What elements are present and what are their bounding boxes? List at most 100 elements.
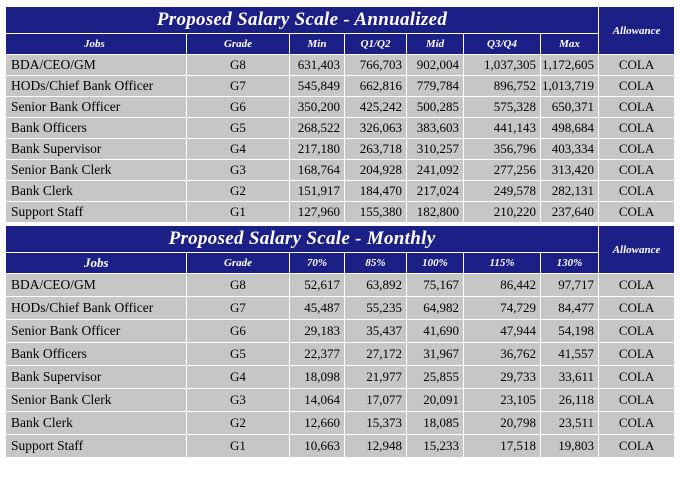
table-row: Bank Supervisor G4 18,098 21,977 25,855 29,73… xyxy=(5,365,676,389)
value-cell: 237,640 xyxy=(539,201,600,223)
grade-cell: G6 xyxy=(186,96,290,118)
col-header-grade: Grade xyxy=(186,252,290,274)
col-header-q3q4: Q3/Q4 xyxy=(463,33,541,55)
grade-cell: G1 xyxy=(186,201,290,223)
allowance-cell: COLA xyxy=(598,434,676,458)
table-row: Bank Clerk G2 151,917 184,470 217,024 249,578… xyxy=(5,180,676,202)
allowance-cell: COLA xyxy=(598,388,676,412)
value-cell: 383,603 xyxy=(406,117,464,139)
value-cell: 15,233 xyxy=(406,434,464,458)
col-header-85: 85% xyxy=(344,252,407,274)
value-cell: 210,220 xyxy=(463,201,541,223)
value-cell: 41,557 xyxy=(539,342,600,366)
value-cell: 268,522 xyxy=(289,117,345,139)
value-cell: 650,371 xyxy=(539,96,600,118)
value-cell: 22,377 xyxy=(289,342,345,366)
grade-cell: G2 xyxy=(186,411,290,435)
value-cell: 282,131 xyxy=(539,180,600,202)
value-cell: 182,800 xyxy=(406,201,464,223)
allowance-cell: COLA xyxy=(598,319,676,343)
value-cell: 425,242 xyxy=(344,96,407,118)
value-cell: 25,855 xyxy=(406,365,464,389)
value-cell: 21,977 xyxy=(344,365,407,389)
table-row: HODs/Chief Bank Officer G7 45,487 55,235 64,… xyxy=(5,296,676,320)
value-cell: 500,285 xyxy=(406,96,464,118)
grade-cell: G1 xyxy=(186,434,290,458)
table-row: BDA/CEO/GM G8 631,403 766,703 902,004 1,037,3… xyxy=(5,54,676,76)
table-row: Senior Bank Clerk G3 168,764 204,928 241,092… xyxy=(5,159,676,181)
col-header-q1q2: Q1/Q2 xyxy=(344,33,407,55)
annual-section: Proposed Salary Scale - Annualized Allow… xyxy=(4,6,676,223)
grade-cell: G5 xyxy=(186,117,290,139)
table-row: Support Staff G1 127,960 155,380 182,800 210,… xyxy=(5,201,676,223)
col-header-max: Max xyxy=(539,33,600,55)
value-cell: 47,944 xyxy=(463,319,541,343)
job-cell: Bank Officers xyxy=(5,342,187,366)
value-cell: 204,928 xyxy=(344,159,407,181)
value-cell: 86,442 xyxy=(463,273,541,297)
job-cell: BDA/CEO/GM xyxy=(5,54,187,76)
table-row: BDA/CEO/GM G8 52,617 63,892 75,167 86,442 97,7… xyxy=(5,273,676,297)
value-cell: 64,982 xyxy=(406,296,464,320)
allowance-cell: COLA xyxy=(598,342,676,366)
value-cell: 313,420 xyxy=(539,159,600,181)
value-cell: 184,470 xyxy=(344,180,407,202)
value-cell: 26,118 xyxy=(539,388,600,412)
value-cell: 896,752 xyxy=(463,75,541,97)
value-cell: 75,167 xyxy=(406,273,464,297)
col-header-jobs: Jobs xyxy=(5,33,187,55)
grade-cell: G4 xyxy=(186,138,290,160)
value-cell: 277,256 xyxy=(463,159,541,181)
value-cell: 54,198 xyxy=(539,319,600,343)
value-cell: 45,487 xyxy=(289,296,345,320)
value-cell: 356,796 xyxy=(463,138,541,160)
allowance-cell: COLA xyxy=(598,159,676,181)
grade-cell: G7 xyxy=(186,296,290,320)
job-cell: Bank Supervisor xyxy=(5,138,187,160)
value-cell: 350,200 xyxy=(289,96,345,118)
value-cell: 23,105 xyxy=(463,388,541,412)
value-cell: 545,849 xyxy=(289,75,345,97)
value-cell: 441,143 xyxy=(463,117,541,139)
allowance-cell: COLA xyxy=(598,75,676,97)
value-cell: 766,703 xyxy=(344,54,407,76)
allowance-cell: COLA xyxy=(598,54,676,76)
col-header-130: 130% xyxy=(539,252,600,274)
grade-cell: G4 xyxy=(186,365,290,389)
value-cell: 29,183 xyxy=(289,319,345,343)
allowance-cell: COLA xyxy=(598,201,676,223)
value-cell: 498,684 xyxy=(539,117,600,139)
allowance-cell: COLA xyxy=(598,365,676,389)
col-header-grade: Grade xyxy=(186,33,290,55)
value-cell: 12,660 xyxy=(289,411,345,435)
job-cell: BDA/CEO/GM xyxy=(5,273,187,297)
value-cell: 310,257 xyxy=(406,138,464,160)
grade-cell: G8 xyxy=(186,273,290,297)
value-cell: 18,085 xyxy=(406,411,464,435)
allowance-cell: COLA xyxy=(598,96,676,118)
value-cell: 403,334 xyxy=(539,138,600,160)
col-header-100: 100% xyxy=(406,252,464,274)
value-cell: 17,077 xyxy=(344,388,407,412)
value-cell: 10,663 xyxy=(289,434,345,458)
col-header-70: 70% xyxy=(289,252,345,274)
value-cell: 52,617 xyxy=(289,273,345,297)
table-row: Support Staff G1 10,663 12,948 15,233 17,518 1… xyxy=(5,434,676,458)
value-cell: 151,917 xyxy=(289,180,345,202)
allowance-cell: COLA xyxy=(598,296,676,320)
value-cell: 20,091 xyxy=(406,388,464,412)
allowance-cell: COLA xyxy=(598,180,676,202)
grade-cell: G3 xyxy=(186,388,290,412)
job-cell: Senior Bank Officer xyxy=(5,96,187,118)
value-cell: 1,172,605 xyxy=(539,54,600,76)
value-cell: 29,733 xyxy=(463,365,541,389)
table-row: Senior Bank Clerk G3 14,064 17,077 20,091 23,… xyxy=(5,388,676,412)
value-cell: 241,092 xyxy=(406,159,464,181)
value-cell: 127,960 xyxy=(289,201,345,223)
value-cell: 575,328 xyxy=(463,96,541,118)
annual-column-headers: Jobs Grade Min Q1/Q2 Mid Q3/Q4 Max xyxy=(5,33,675,55)
value-cell: 326,063 xyxy=(344,117,407,139)
salary-scale-document: Proposed Salary Scale - Annualized Allow… xyxy=(4,6,676,458)
value-cell: 27,172 xyxy=(344,342,407,366)
value-cell: 168,764 xyxy=(289,159,345,181)
